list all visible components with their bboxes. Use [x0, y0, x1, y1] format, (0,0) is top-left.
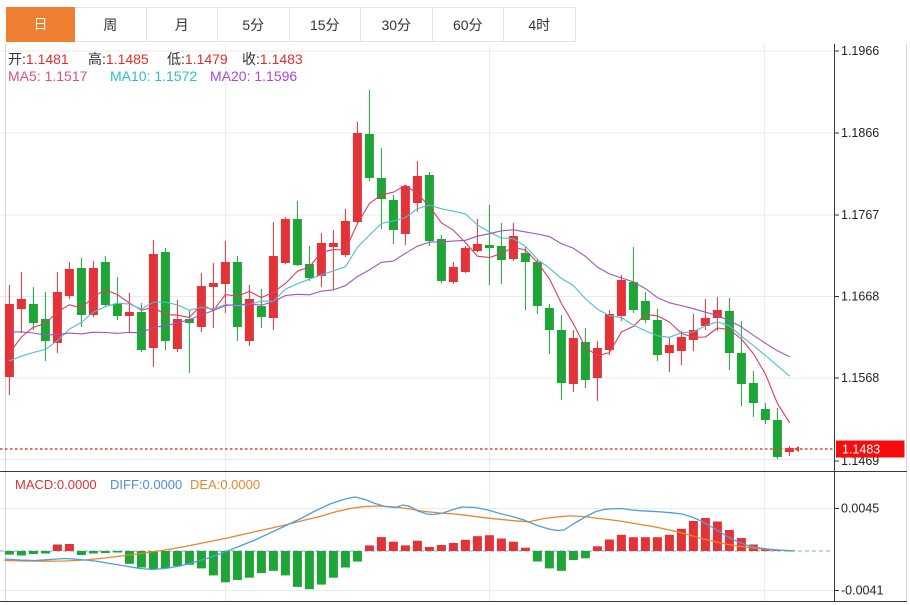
svg-text:1.1767: 1.1767 — [841, 208, 879, 222]
svg-text:0.0045: 0.0045 — [841, 502, 879, 516]
svg-text:1.1966: 1.1966 — [841, 44, 879, 58]
svg-text:1.1568: 1.1568 — [841, 371, 879, 385]
svg-text:1.1668: 1.1668 — [841, 290, 879, 304]
svg-text:1.1483: 1.1483 — [842, 443, 880, 457]
svg-text:1.1866: 1.1866 — [841, 126, 879, 140]
svg-text:-0.0041: -0.0041 — [841, 584, 883, 598]
